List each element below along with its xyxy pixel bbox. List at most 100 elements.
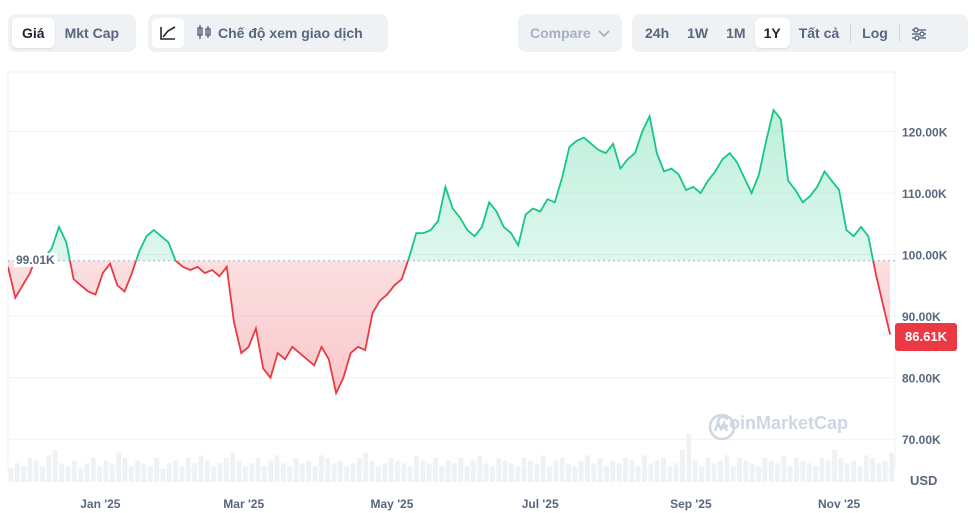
volume-bar [616,463,622,482]
volume-bar [794,458,799,482]
volume-bar [743,460,749,482]
volume-bar [686,434,692,482]
volume-bar [838,458,844,482]
volume-bar [604,466,609,482]
volume-bar [800,460,806,482]
price-chart[interactable]: 120.00K 110.00K 100.00K 90.00K 80.00K 70.00K U… [0,70,975,513]
volume-bar [813,466,818,482]
volume-bar [312,466,318,482]
volume-bar [90,458,96,482]
volume-bar [724,455,730,482]
volume-bar [629,460,635,482]
range-all[interactable]: Tất cả [798,25,840,41]
volume-bar [578,460,584,482]
candlestick-icon [196,24,212,43]
volume-bar [553,460,559,482]
watermark: CoinMarketCap [708,413,848,441]
volume-bar [299,463,305,482]
volume-bar [566,463,571,482]
volume-bar [97,466,103,482]
volume-bar [211,466,217,482]
volume-bar [230,452,236,482]
volume-bar [439,466,445,482]
volume-bar [128,466,134,482]
volume-bar [692,460,698,482]
volume-bar [610,460,616,482]
log-toggle[interactable]: Log [862,25,888,41]
x-tick-label: Nov '25 [818,497,861,511]
x-tick-label: Mar '25 [223,497,264,511]
volume-bar [851,460,856,482]
range-divider [898,24,900,42]
chart-type-switch: Giá Mkt Cap [8,14,136,52]
volume-bar [109,463,115,482]
area-above-reference [8,110,891,261]
volume-bar [280,463,286,482]
compare-label: Compare [530,25,591,41]
volume-bar [192,463,198,482]
volume-bar [661,458,666,482]
volume-bar [642,455,647,482]
volume-bar [591,463,597,482]
range-1w[interactable]: 1W [687,25,709,41]
volume-bar [84,463,90,482]
volume-bar [705,458,711,482]
sliders-icon[interactable] [902,18,936,48]
volume-bar [293,458,299,482]
y-tick-label: 90.00K [902,310,941,324]
volume-bar [350,463,356,482]
volume-bar [394,460,400,482]
volume-bar [585,455,590,482]
volume-bar [135,460,141,482]
volume-bar [452,463,457,482]
volume-bar [863,455,869,482]
volume-bar [819,458,825,482]
volume-bar [369,460,375,482]
volume-bar [287,466,293,482]
volume-bar [363,452,369,482]
volume-bar [825,460,831,482]
volume-bar [775,463,780,482]
volume-bar [71,460,77,482]
volume-bar [889,452,894,482]
y-tick-label: 110.00K [902,187,947,201]
volume-bar [432,458,438,482]
volume-bar [33,460,39,482]
volume-bar [420,460,426,482]
volume-bar [502,460,508,482]
range-1y[interactable]: 1Y [754,18,790,48]
volume-bar [528,460,533,482]
tab-market-cap[interactable]: Mkt Cap [64,25,120,41]
volume-bar [103,460,109,482]
volume-bar [547,466,552,482]
volume-bar [490,466,495,482]
trading-view-button[interactable]: Chế độ xem giao dịch [184,24,363,43]
volume-bar [166,463,172,482]
trading-view-label: Chế độ xem giao dịch [218,25,363,41]
volume-bar [477,455,483,482]
volume-bar [173,460,179,482]
range-switch: 24h 1W 1M 1Y Tất cả Log [632,14,968,52]
volume-bar [597,458,603,482]
volume-bar [40,466,46,482]
range-1m[interactable]: 1M [726,25,746,41]
volume-bar [426,463,432,482]
volume-bar [217,463,223,482]
volume-bar [344,466,350,482]
volume-bar [781,455,787,482]
volume-bar [445,460,451,482]
volume-bar [306,460,312,482]
volume-bar [413,455,419,482]
line-chart-icon[interactable] [152,18,184,48]
plot-frame [7,71,896,471]
range-24h[interactable]: 24h [645,25,670,41]
volume-bar [59,463,65,482]
chart-toolbar: Giá Mkt Cap Chế độ xem giao dịch Compare… [8,14,968,54]
volume-bar [261,466,267,482]
compare-dropdown[interactable]: Compare [518,14,622,52]
volume-bar [870,458,875,482]
volume-bar [65,466,71,482]
volume-bar [844,463,850,482]
tab-price[interactable]: Giá [12,18,55,48]
volume-bar [375,466,381,482]
